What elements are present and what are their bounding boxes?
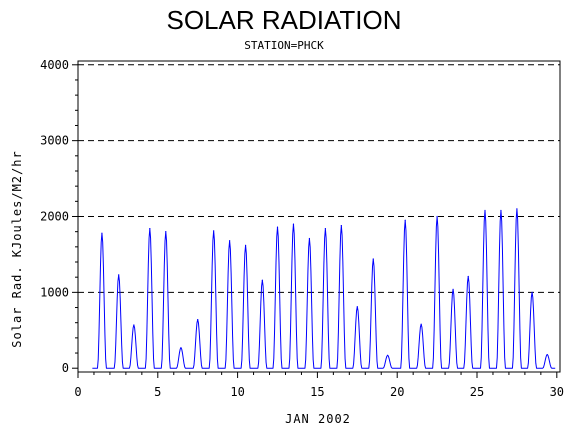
peak-point-day-2: [118, 274, 120, 276]
peak-point-day-14: [308, 237, 311, 240]
y-tick-label: 1000: [40, 285, 69, 299]
peak-point-day-4: [149, 228, 151, 230]
chart-title: SOLAR RADIATION: [166, 5, 401, 35]
peak-point-day-10: [244, 244, 247, 246]
x-tick-label: 5: [154, 385, 161, 399]
peak-point-day-3: [133, 324, 135, 326]
x-tick-label: 10: [230, 385, 244, 399]
y-tick-label: 4000: [40, 58, 69, 72]
peak-point-day-18: [372, 258, 374, 260]
x-tick-label: 0: [74, 385, 81, 399]
peak-point-day-13: [292, 223, 295, 225]
y-axis-label: Solar Rad. KJoules/M2/hr: [10, 150, 24, 347]
peak-point-day-19: [387, 354, 389, 356]
x-tick-label: 20: [390, 385, 404, 399]
x-tick-label: 15: [310, 385, 324, 399]
axis-ticks: 0 1000 2000 3000 4000 0 5 10 15 20 25 30: [40, 58, 564, 399]
series-layer: [92, 208, 556, 369]
peak-point-day-12: [276, 226, 279, 228]
peak-point-day-25: [484, 209, 486, 212]
peak-point-day-7: [197, 319, 199, 321]
peak-point-day-23: [452, 288, 454, 290]
peak-point-day-24: [467, 275, 469, 278]
peak-point-day-27: [516, 208, 518, 210]
peak-point-day-29: [546, 353, 548, 356]
peak-point-day-17: [356, 306, 358, 308]
peak-point-day-9: [229, 240, 231, 242]
peak-point-day-11: [261, 279, 263, 281]
peak-point-day-16: [340, 225, 342, 227]
x-tick-label: 25: [470, 385, 484, 399]
x-tick-label: 30: [550, 385, 564, 399]
chart-subtitle: STATION=PHCK: [244, 39, 324, 52]
peak-point-day-5: [165, 231, 167, 233]
peak-point-day-6: [180, 347, 182, 349]
peak-point-day-20: [404, 219, 406, 221]
y-tick-label: 2000: [40, 210, 69, 224]
peak-point-day-26: [500, 209, 502, 212]
peak-point-day-1: [101, 232, 103, 234]
peak-point-day-21: [420, 323, 422, 325]
grid-lines: [78, 64, 560, 293]
peak-point-day-15: [324, 228, 326, 230]
y-tick-label: 0: [62, 361, 69, 375]
peak-point-day-28: [531, 291, 533, 293]
peak-point-day-8: [213, 230, 215, 232]
peak-point-day-22: [436, 215, 438, 218]
x-axis-label: JAN 2002: [285, 412, 351, 426]
y-tick-label: 3000: [40, 134, 69, 148]
series-line: [92, 208, 556, 369]
